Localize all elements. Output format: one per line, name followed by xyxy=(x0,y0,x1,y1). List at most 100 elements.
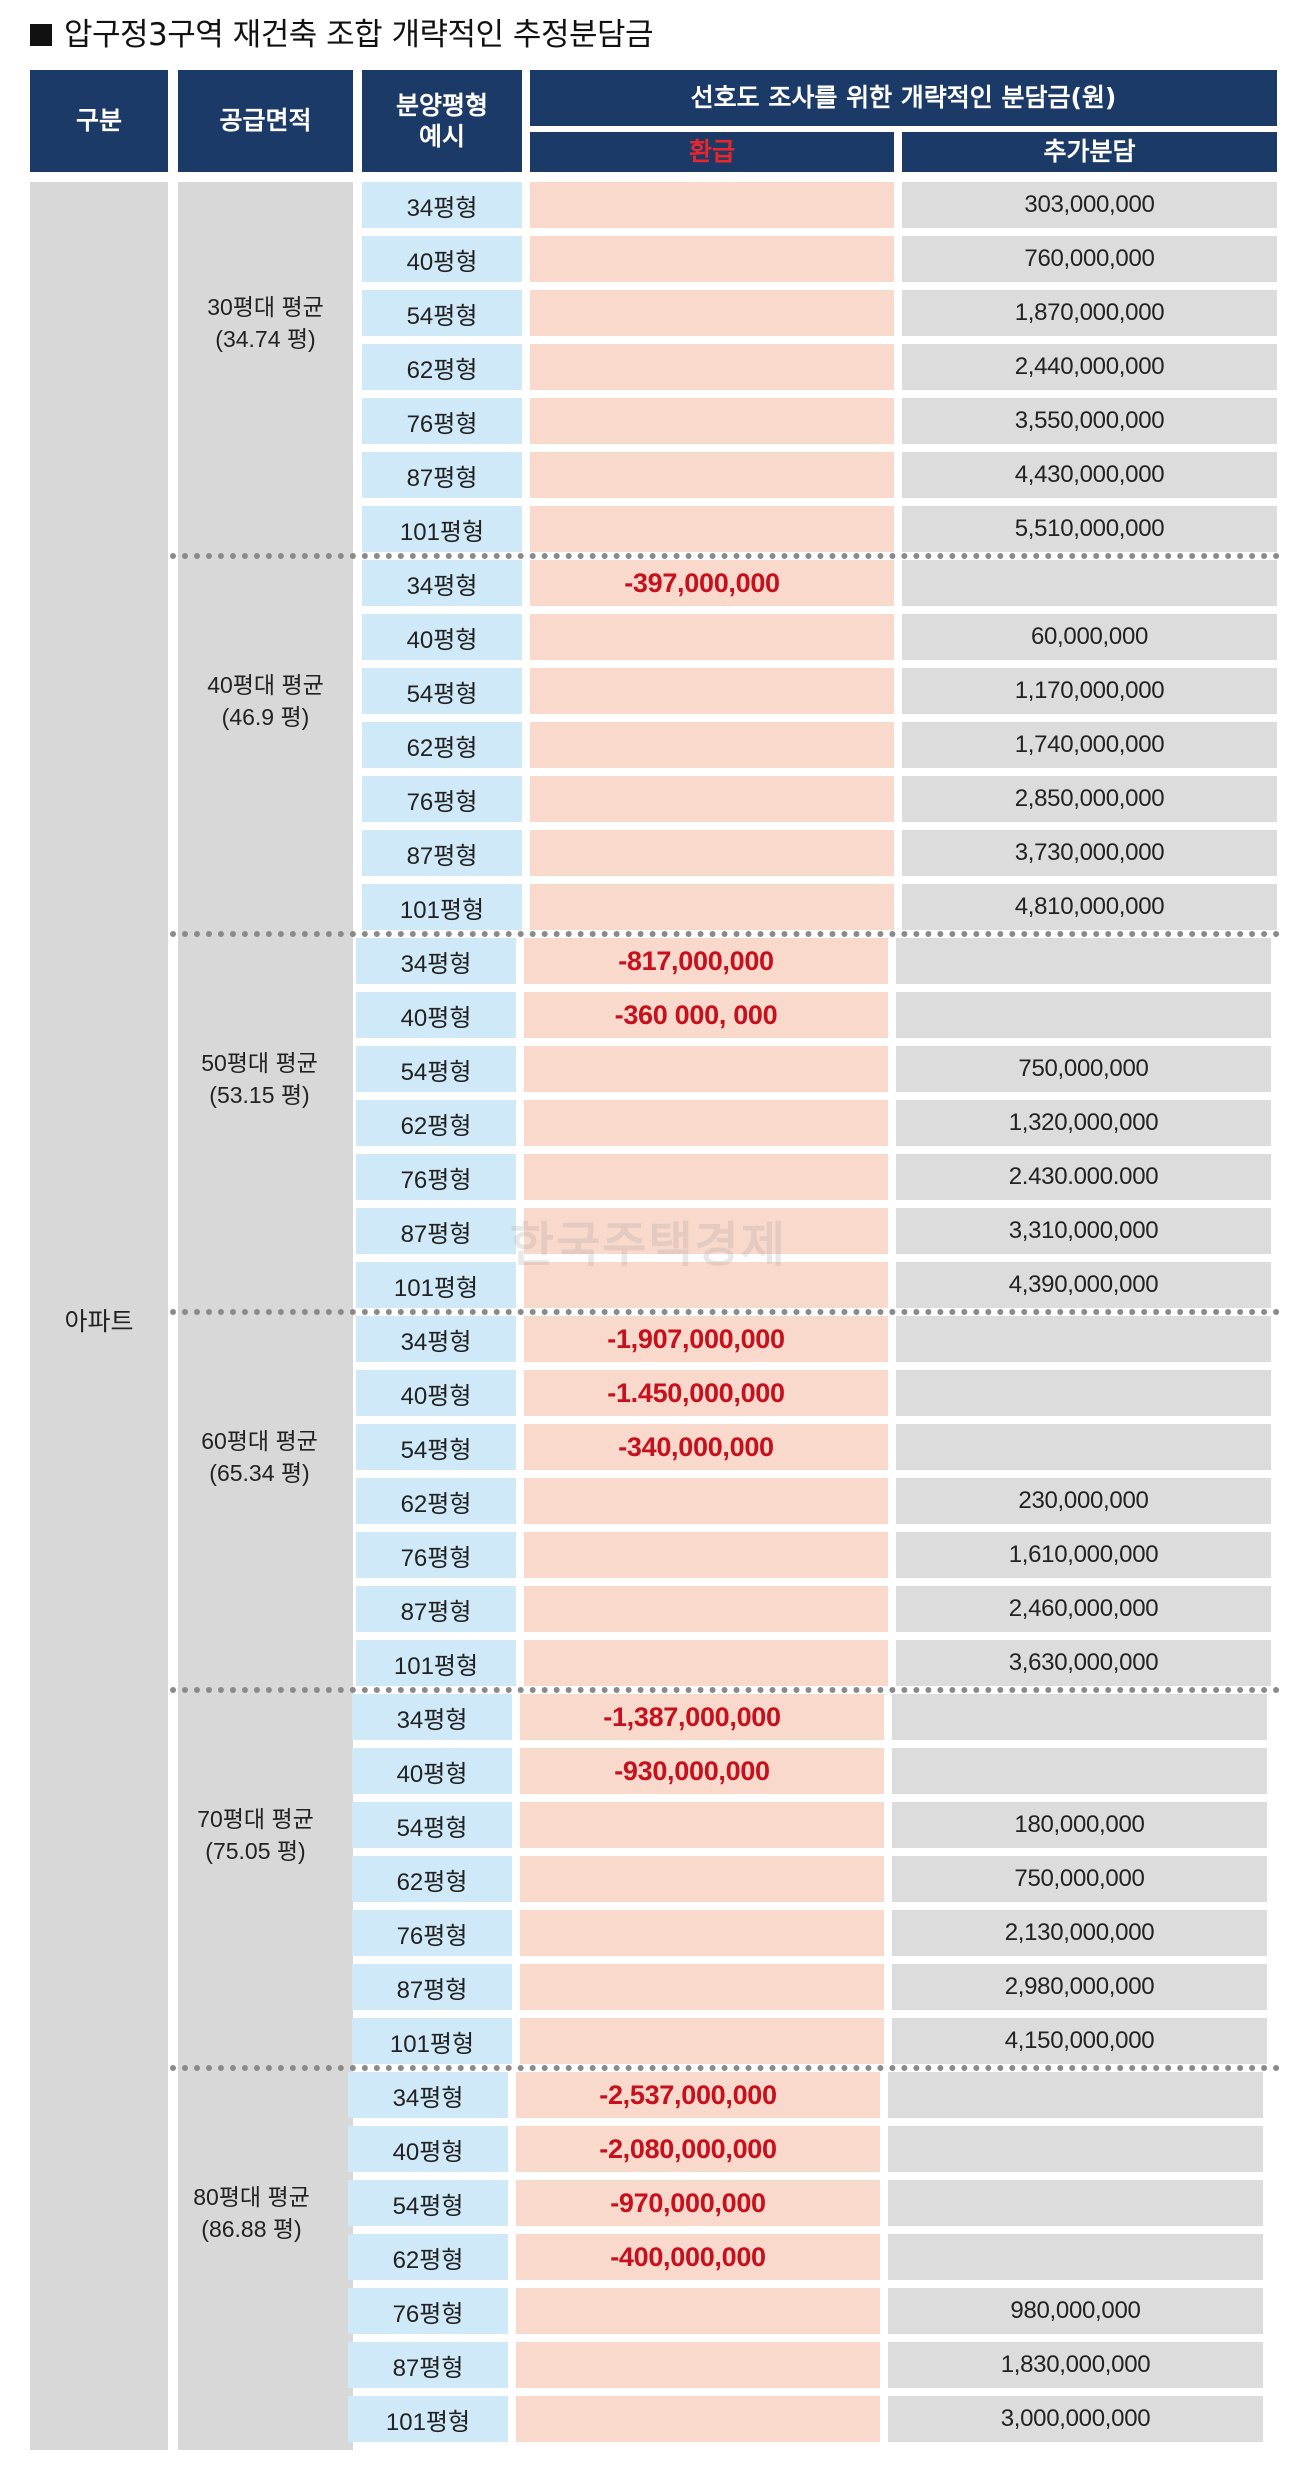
additional-charge-cell xyxy=(896,1370,1271,1416)
group-label-name: 30평대 평균 xyxy=(207,294,324,320)
unit-type-cell: 87평형 xyxy=(356,1208,516,1254)
header-category: 구분 xyxy=(30,70,168,172)
refund-cell xyxy=(530,506,894,552)
group-divider xyxy=(170,1309,1280,1315)
unit-type-cell: 87평형 xyxy=(348,2342,508,2388)
unit-type-cell: 62평형 xyxy=(356,1100,516,1146)
unit-type-cell: 40평형 xyxy=(362,614,522,660)
refund-cell: -2,537,000,000 xyxy=(516,2072,880,2118)
black-square-icon xyxy=(30,24,52,46)
group-label-average: (53.15 평) xyxy=(209,1082,310,1109)
refund-amount: -397,000,000 xyxy=(624,567,780,598)
additional-charge-cell xyxy=(888,2072,1263,2118)
unit-type-cell: 101평형 xyxy=(348,2396,508,2442)
unit-type-cell: 62평형 xyxy=(362,344,522,390)
unit-type-cell: 101평형 xyxy=(352,2018,512,2064)
unit-type-cell: 40평형 xyxy=(356,1370,516,1416)
refund-cell xyxy=(520,1964,884,2010)
unit-type-cell: 62평형 xyxy=(356,1478,516,1524)
additional-charge-cell: 230,000,000 xyxy=(896,1478,1271,1524)
additional-charge-cell: 2.430.000.000 xyxy=(896,1154,1271,1200)
refund-amount: -817,000,000 xyxy=(618,945,774,976)
header-survey: 선호도 조사를 위한 개략적인 분담금(원) xyxy=(530,70,1277,126)
additional-charge-cell: 2,980,000,000 xyxy=(892,1964,1267,2010)
unit-type-cell: 87평형 xyxy=(362,830,522,876)
refund-amount: -970,000,000 xyxy=(610,2187,766,2218)
additional-charge-cell: 3,550,000,000 xyxy=(902,398,1277,444)
group-label-average: (34.74 평) xyxy=(215,326,316,353)
refund-amount: -1,387,000,000 xyxy=(603,1701,781,1732)
group-label: 80평대 평균 (86.88 평) xyxy=(164,2181,339,2245)
group-label-average: (46.9 평) xyxy=(221,704,310,731)
additional-charge-cell: 1,610,000,000 xyxy=(896,1532,1271,1578)
unit-type-cell: 76평형 xyxy=(356,1154,516,1200)
group-label-average: (75.05 평) xyxy=(205,1838,306,1865)
additional-charge-cell: 4,430,000,000 xyxy=(902,452,1277,498)
unit-type-cell: 40평형 xyxy=(348,2126,508,2172)
unit-type-cell: 62평형 xyxy=(348,2234,508,2280)
unit-type-cell: 101평형 xyxy=(356,1262,516,1308)
group-divider xyxy=(170,1687,1280,1693)
refund-cell: -970,000,000 xyxy=(516,2180,880,2226)
header-type-example: 분양평형 예시 xyxy=(362,70,522,172)
additional-charge-cell: 2,130,000,000 xyxy=(892,1910,1267,1956)
group-divider xyxy=(170,931,1280,937)
unit-type-cell: 54평형 xyxy=(356,1046,516,1092)
refund-cell: -930,000,000 xyxy=(520,1748,884,1794)
additional-charge-cell xyxy=(888,2234,1263,2280)
unit-type-cell: 34평형 xyxy=(356,938,516,984)
header-type-example-line1: 분양평형 xyxy=(395,90,488,120)
header-supply-area-label: 공급면적 xyxy=(219,106,312,136)
additional-charge-cell xyxy=(896,1316,1271,1362)
additional-charge-cell: 750,000,000 xyxy=(896,1046,1271,1092)
refund-amount: -1,907,000,000 xyxy=(607,1323,785,1354)
unit-type-cell: 34평형 xyxy=(362,182,522,228)
unit-type-cell: 62평형 xyxy=(352,1856,512,1902)
refund-cell: -817,000,000 xyxy=(524,938,888,984)
additional-charge-cell: 1,170,000,000 xyxy=(902,668,1277,714)
refund-cell: -2,080,000,000 xyxy=(516,2126,880,2172)
refund-cell: -360 000, 000 xyxy=(524,992,888,1038)
additional-charge-cell: 760,000,000 xyxy=(902,236,1277,282)
refund-cell: -1.450,000,000 xyxy=(524,1370,888,1416)
refund-cell xyxy=(530,830,894,876)
refund-cell xyxy=(530,398,894,444)
group-label-name: 50평대 평균 xyxy=(201,1050,318,1076)
refund-cell xyxy=(530,722,894,768)
refund-cell xyxy=(530,884,894,930)
additional-charge-cell: 1,870,000,000 xyxy=(902,290,1277,336)
additional-charge-cell: 1,320,000,000 xyxy=(896,1100,1271,1146)
unit-type-cell: 101평형 xyxy=(356,1640,516,1686)
refund-amount: -400,000,000 xyxy=(610,2241,766,2272)
header-supply-area: 공급면적 xyxy=(178,70,353,172)
refund-amount: -340,000,000 xyxy=(618,1431,774,1462)
unit-type-cell: 76평형 xyxy=(348,2288,508,2334)
unit-type-cell: 34평형 xyxy=(352,1694,512,1740)
watermark: 한국주택경제 xyxy=(510,1217,787,1273)
refund-cell xyxy=(516,2396,880,2442)
refund-cell xyxy=(530,614,894,660)
refund-cell xyxy=(524,1208,888,1254)
refund-cell xyxy=(530,290,894,336)
supply-area-column xyxy=(178,182,353,2450)
additional-charge-cell: 1,740,000,000 xyxy=(902,722,1277,768)
refund-cell xyxy=(524,1532,888,1578)
group-divider xyxy=(170,553,1280,559)
unit-type-cell: 40평형 xyxy=(352,1748,512,1794)
group-label-name: 40평대 평균 xyxy=(207,672,324,698)
additional-charge-cell: 3,730,000,000 xyxy=(902,830,1277,876)
unit-type-cell: 40평형 xyxy=(356,992,516,1038)
additional-charge-cell xyxy=(896,1424,1271,1470)
additional-charge-cell: 4,150,000,000 xyxy=(892,2018,1267,2064)
additional-charge-cell xyxy=(896,938,1271,984)
additional-charge-cell xyxy=(888,2180,1263,2226)
group-label-average: (86.88 평) xyxy=(201,2216,302,2243)
additional-charge-cell xyxy=(892,1694,1267,1740)
refund-amount: -2,537,000,000 xyxy=(599,2079,777,2110)
unit-type-cell: 54평형 xyxy=(362,668,522,714)
refund-cell xyxy=(524,1154,888,1200)
refund-cell xyxy=(524,1262,888,1308)
refund-cell xyxy=(524,1586,888,1632)
header-type-example-line2: 예시 xyxy=(418,122,465,151)
additional-charge-cell: 3,310,000,000 xyxy=(896,1208,1271,1254)
